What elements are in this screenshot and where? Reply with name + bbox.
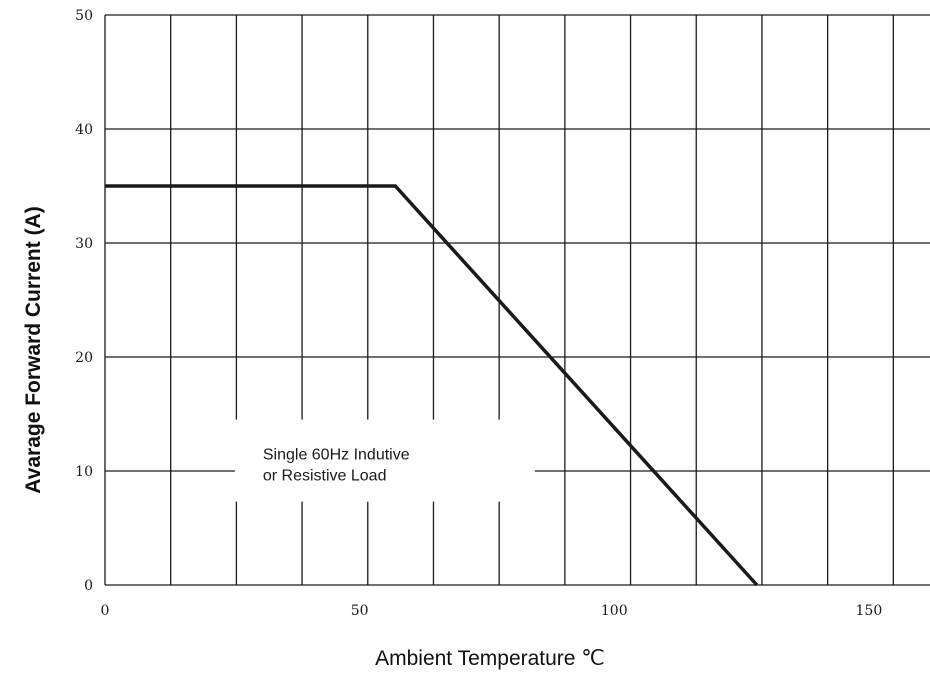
x-tick-labels: 0 50 100 150 <box>101 603 883 619</box>
y-tick-label: 10 <box>75 464 93 480</box>
x-tick-label: 50 <box>351 603 369 619</box>
y-axis-label: Avarage Forward Current (A) <box>22 206 45 493</box>
x-tick-label: 100 <box>601 603 628 619</box>
y-tick-label: 50 <box>75 8 93 24</box>
y-tick-label: 40 <box>75 122 93 138</box>
y-tick-label: 30 <box>75 236 93 252</box>
y-tick-label: 20 <box>75 350 93 366</box>
annotation-line-1: Single 60Hz Indutive <box>263 447 410 464</box>
x-axis-label: Ambient Temperature ℃ <box>375 647 605 670</box>
y-tick-labels: 0 10 20 30 40 50 <box>75 8 93 594</box>
derating-curve <box>105 184 759 587</box>
annotation-line-2: or Resistive Load <box>263 468 387 485</box>
x-tick-label: 0 <box>101 603 110 619</box>
annotation-mask <box>234 419 535 502</box>
y-tick-label: 0 <box>84 578 93 594</box>
x-tick-label: 150 <box>856 603 883 619</box>
